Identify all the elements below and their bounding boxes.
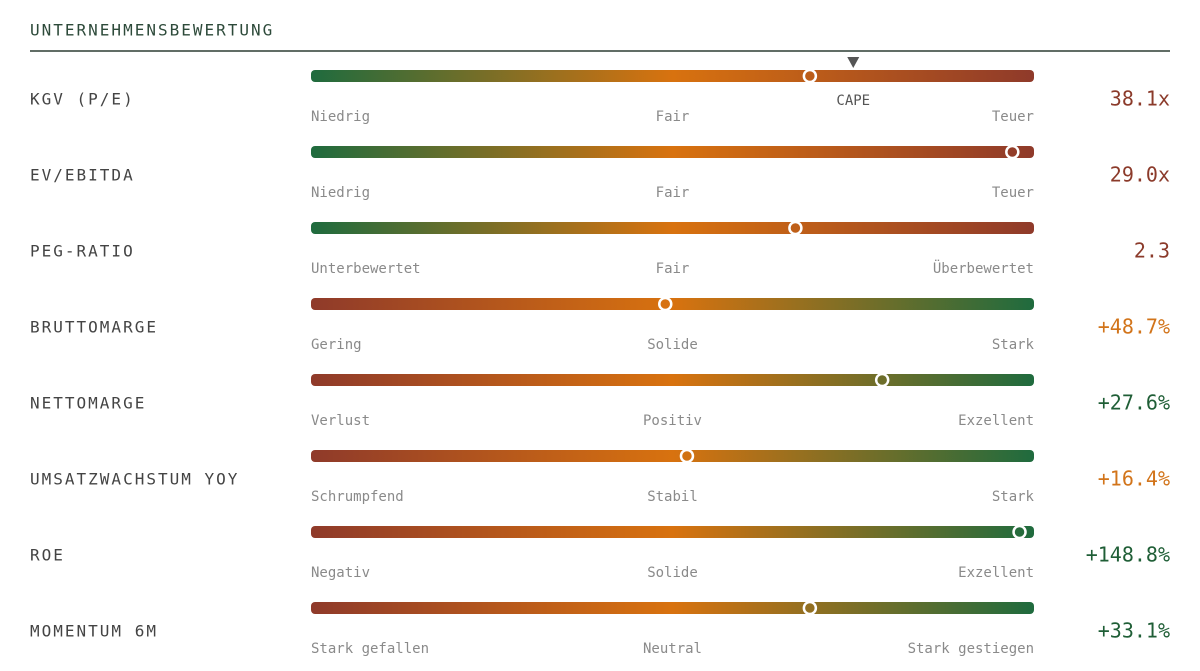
scale-label: Stark <box>992 489 1035 505</box>
gauge-bar <box>311 70 1034 82</box>
scale-label: Exzellent <box>958 413 1034 429</box>
gauge-marker <box>658 296 673 312</box>
panel-title: UNTERNEHMENSBEWERTUNG <box>30 21 274 40</box>
row-value: 38.1x <box>1110 87 1170 111</box>
scale-label: Solide <box>647 565 698 581</box>
scale-label: Schrumpfend <box>311 489 404 505</box>
gauge-marker <box>788 220 803 236</box>
row-label: UMSATZWACHSTUM YOY <box>30 470 239 489</box>
row-label: KGV (P/E) <box>30 90 135 109</box>
row-value: +48.7% <box>1098 315 1170 339</box>
scale-label: Gering <box>311 337 362 353</box>
scale-label: Stark gefallen <box>311 641 429 657</box>
scale-label: Fair <box>656 185 690 201</box>
row-value: +16.4% <box>1098 467 1170 491</box>
row-value: +148.8% <box>1086 543 1170 567</box>
scale-label: Stark gestiegen <box>908 641 1034 657</box>
row-label: PEG-RATIO <box>30 242 135 261</box>
scale-label: Niedrig <box>311 185 370 201</box>
gauge-bar <box>311 526 1034 538</box>
row-value: +33.1% <box>1098 619 1170 643</box>
row-label: ROE <box>30 546 65 565</box>
gauge-bar <box>311 222 1034 234</box>
gauge-bar <box>311 374 1034 386</box>
reference-label: CAPE <box>836 93 870 109</box>
scale-label: Positiv <box>643 413 702 429</box>
scale-label: Neutral <box>643 641 702 657</box>
scale-label: Exzellent <box>958 565 1034 581</box>
scale-label: Teuer <box>992 109 1034 125</box>
scale-label: Negativ <box>311 565 370 581</box>
row-value: +27.6% <box>1098 391 1170 415</box>
gauge-marker <box>679 448 695 464</box>
scale-label: Stark <box>992 337 1035 353</box>
gauge-marker <box>802 600 818 616</box>
gauge-bar <box>311 602 1034 614</box>
row-value: 29.0x <box>1110 163 1170 187</box>
scale-label: Niedrig <box>311 109 370 125</box>
scale-label: Fair <box>656 261 690 277</box>
gauge-marker <box>874 372 890 388</box>
scale-label: Stabil <box>647 489 698 505</box>
gauge-marker <box>1005 144 1020 160</box>
reference-marker <box>847 57 860 68</box>
gauge-marker <box>802 68 818 84</box>
gauge-marker <box>1012 524 1027 540</box>
gauge-bar <box>311 146 1034 158</box>
scale-label: Überbewertet <box>933 259 1034 277</box>
gauge-bar <box>311 450 1034 462</box>
row-label: NETTOMARGE <box>30 394 146 413</box>
row-label: MOMENTUM 6M <box>30 622 158 641</box>
scale-label: Fair <box>656 109 690 125</box>
row-label: BRUTTOMARGE <box>30 318 158 337</box>
row-label: EV/EBITDA <box>30 166 135 185</box>
scale-label: Teuer <box>992 185 1034 201</box>
scale-label: Solide <box>647 337 698 353</box>
scale-label: Verlust <box>311 413 370 429</box>
row-value: 2.3 <box>1134 239 1170 263</box>
scale-label: Unterbewertet <box>311 261 421 277</box>
